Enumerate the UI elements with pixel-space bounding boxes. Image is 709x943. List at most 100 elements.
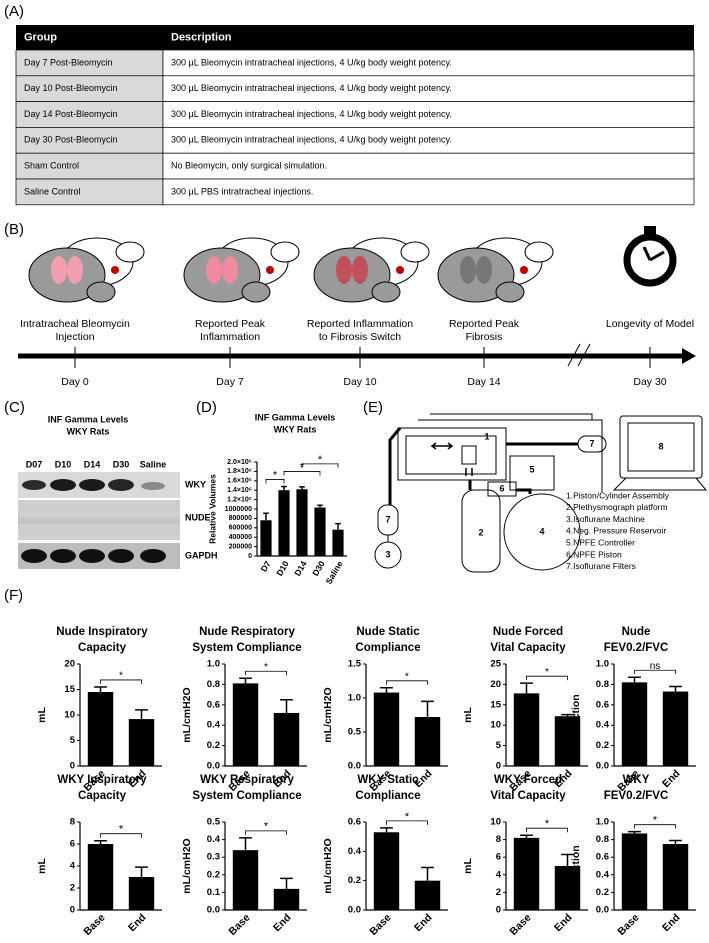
x-tick-label: Base (507, 911, 533, 937)
diagram-legend: 7.Isoflurane Filters (566, 561, 636, 571)
table-cell (15, 178, 164, 206)
significance-bracket (100, 833, 142, 838)
y-axis-label: mL/cmH2O (181, 838, 193, 893)
significance-bracket (301, 463, 339, 468)
y-tick-label: 1.5 (348, 659, 362, 670)
y-tick-label: 0.0 (348, 905, 361, 916)
error-bar (94, 839, 107, 844)
diagram-legend: 6.NPFE Piston (566, 549, 622, 559)
chart-title: Vital Capacity (490, 642, 566, 654)
table-cell-text: Day 7 Post-Bleomycin (24, 57, 113, 67)
panel-label: (F) (4, 587, 23, 604)
y-tick-label: 6 (496, 852, 501, 863)
table-header-cell: Group (24, 31, 57, 43)
y-tick-label: 0.4 (207, 720, 221, 731)
error-bar (520, 834, 533, 838)
y-tick-label: 0.1 (207, 887, 221, 898)
y-tick-label: 0 (70, 905, 75, 916)
table-header-cell: Description (171, 31, 232, 43)
y-tick-label: 15 (490, 699, 501, 710)
y-axis-label: mL (462, 858, 474, 874)
y-tick-label: 1.4×10⁶ (227, 487, 252, 494)
y-tick-label: 10 (490, 720, 501, 731)
diagram-label: 8 (658, 441, 663, 451)
bar (87, 692, 114, 766)
error-bar (380, 687, 393, 693)
y-tick-label: 0.0 (207, 905, 220, 916)
error-bar (628, 676, 641, 683)
table-cell-text: 300 μL Bleomycin intratracheal injection… (171, 135, 452, 145)
bar (314, 507, 326, 556)
error-bar (421, 700, 434, 718)
y-tick-label: 2 (496, 887, 501, 898)
error-bar (280, 877, 293, 889)
diagram-label: 1 (484, 431, 489, 441)
blot-title: WKY Rats (67, 426, 110, 436)
diagram-label: 7 (385, 514, 390, 524)
chart-title: WKY Respiratory (200, 774, 294, 786)
y-axis-label: Relative Volumes (207, 474, 217, 544)
lung (336, 256, 352, 284)
chart-title: WKY Rats (274, 424, 317, 434)
bar (414, 880, 441, 910)
panel-label: (C) (4, 399, 25, 416)
y-tick-label: 0 (248, 553, 252, 560)
error-bar (135, 709, 148, 720)
y-tick-label: 4 (70, 861, 76, 872)
table-cell-text: 300 μL Bleomycin intratracheal injection… (171, 57, 452, 67)
mouse-illustration (183, 237, 300, 303)
significance-bracket (245, 830, 287, 835)
y-tick-label: 0.6 (348, 817, 361, 828)
y-tick-label: 0.4 (596, 869, 610, 880)
y-tick-label: 0 (496, 905, 501, 916)
mouse-eye (111, 266, 119, 274)
y-tick-label: 0.0 (207, 761, 220, 772)
significance-bracket (283, 471, 321, 476)
table-header (16, 25, 694, 50)
significance-bracket (634, 824, 676, 829)
chart-title: Compliance (355, 642, 420, 654)
error-bar (561, 713, 574, 717)
significance-label: * (264, 662, 268, 673)
x-tick-label: D14 (292, 559, 309, 578)
chart-title: System Compliance (192, 642, 301, 654)
table-cell-text: Day 30 Post-Bleomycin (24, 135, 118, 145)
y-tick-label: 1000000 (225, 506, 252, 513)
mouse-eye (266, 266, 274, 274)
y-tick-label: 0.5 (348, 727, 362, 738)
table-cell (162, 75, 695, 102)
table-cell-text: Day 14 Post-Bleomycin (24, 109, 118, 119)
mouse-body (183, 247, 261, 303)
chart-title: System Compliance (192, 790, 301, 802)
y-tick-label: 1.6×10⁶ (227, 478, 252, 485)
mouse-body (437, 247, 515, 303)
mouse-head (270, 241, 300, 263)
x-tick-label: End (660, 768, 683, 791)
y-axis-label: mL (462, 707, 474, 723)
bar (554, 716, 581, 766)
lung (222, 256, 238, 284)
table-cell-text: 300 μL Bleomycin intratracheal injection… (171, 83, 452, 93)
y-axis-label: Fraction (570, 694, 582, 735)
blot-title: INF Gamma Levels (48, 414, 129, 424)
significance-label: * (545, 818, 550, 830)
y-tick-label: 0.0 (348, 761, 361, 772)
day-label: Day 14 (467, 376, 500, 388)
y-axis-label: mL (36, 858, 48, 874)
diagram-label: 6 (499, 483, 504, 493)
significance-bracket (100, 679, 142, 684)
error-bar (299, 486, 305, 490)
y-tick-label: 0.6 (596, 852, 609, 863)
chart-title: Nude Inspiratory (56, 626, 148, 638)
x-tick-label: End (271, 912, 294, 935)
y-tick-label: 20 (490, 679, 501, 690)
stopwatch-icon (623, 226, 677, 287)
y-tick-label: 0.8 (207, 679, 220, 690)
y-tick-label: 5 (496, 740, 502, 751)
error-bar (135, 866, 148, 877)
y-tick-label: 0.4 (348, 846, 362, 857)
mouse-eye (520, 266, 528, 274)
diagram-legend: 1.Piston/Cylinder Assembly (566, 490, 670, 500)
error-bar (421, 866, 434, 881)
